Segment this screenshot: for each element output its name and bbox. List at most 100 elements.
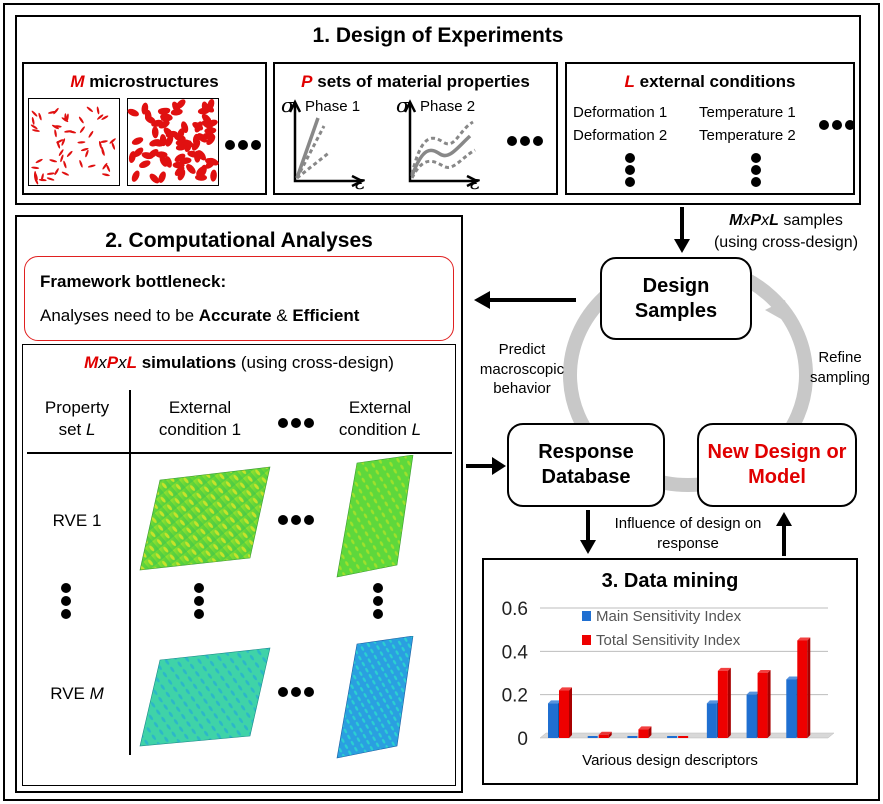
particle	[182, 139, 194, 148]
particle	[151, 126, 159, 139]
bar	[548, 703, 558, 738]
props-letter: P	[301, 72, 313, 91]
particle	[66, 150, 73, 157]
predict-label: Predict macroscopic behavior	[479, 341, 565, 397]
bar-side	[807, 637, 811, 738]
particle	[99, 140, 108, 143]
col1c: L	[85, 420, 96, 440]
micro-more-dots	[224, 138, 264, 156]
rveM-more-dots	[277, 685, 317, 703]
particle	[177, 128, 185, 140]
particle	[210, 169, 217, 182]
legend-swatch	[582, 635, 591, 645]
particle	[196, 150, 206, 161]
bar	[627, 736, 638, 738]
particle	[177, 169, 186, 181]
particle	[160, 114, 173, 122]
rows-vdots-2	[193, 582, 205, 625]
bottleneck-accurate: Accurate	[198, 306, 272, 325]
particle	[61, 117, 69, 123]
bottleneck-amp: &	[271, 306, 293, 325]
particle	[127, 108, 139, 117]
row-rve-1: RVE 1	[52, 511, 102, 530]
col-property-set: Property set L	[27, 397, 127, 441]
particle	[46, 172, 55, 175]
particle	[79, 126, 85, 133]
particle	[60, 154, 64, 163]
bar-top	[797, 637, 811, 641]
particle	[38, 178, 47, 182]
samples-L: L	[769, 212, 779, 229]
bar-top	[746, 691, 760, 695]
particle	[139, 160, 151, 169]
sim-L: L	[126, 353, 137, 372]
particle	[87, 164, 96, 168]
micro-text: microstructures	[84, 72, 219, 91]
arrow-right-to-database	[466, 457, 506, 475]
phase1-epsilon: ε	[355, 170, 366, 194]
bar-side	[608, 731, 612, 738]
deformation-2: Deformation 2	[573, 127, 668, 144]
particle	[157, 107, 170, 115]
rve1-conditionL-image	[336, 455, 414, 578]
arrow-down-to-design-samples	[674, 207, 690, 253]
external-conditions-box	[565, 62, 855, 195]
bar	[667, 736, 678, 738]
particle	[58, 149, 64, 156]
col3a: External	[348, 398, 412, 417]
particle	[201, 113, 212, 124]
temperature-2: Temperature 2	[699, 127, 796, 144]
particle	[128, 151, 136, 163]
particle	[31, 116, 35, 125]
props-text: sets of material properties	[312, 72, 530, 91]
particle	[205, 159, 216, 169]
deformation-1: Deformation 1	[573, 104, 668, 121]
bar-top	[786, 676, 800, 680]
samples-P: P	[750, 212, 762, 229]
y-tick-label: 0.6	[502, 599, 528, 620]
bar-top	[559, 687, 572, 691]
particle	[141, 102, 149, 115]
particle	[131, 137, 144, 145]
particle	[98, 141, 102, 149]
samples-M: M	[729, 212, 743, 229]
bar	[559, 690, 569, 738]
samples-x2: x	[761, 212, 770, 229]
particle	[40, 173, 44, 182]
particle	[206, 134, 216, 146]
bar	[598, 734, 609, 738]
row-rve-M: RVE M	[27, 683, 127, 705]
simulations-title: MxPxL simulations (using cross-design)	[22, 353, 456, 373]
particle	[88, 130, 94, 138]
bar-side	[767, 670, 771, 738]
bottleneck-box	[24, 256, 454, 341]
bar	[587, 736, 598, 738]
particle	[102, 162, 108, 170]
bar	[638, 729, 649, 738]
ca-title: 2. Computational Analyses	[105, 229, 373, 252]
bar-top	[717, 667, 731, 671]
particle	[54, 129, 57, 138]
particle	[194, 121, 203, 133]
bar-side	[727, 667, 731, 738]
particle	[66, 113, 69, 122]
temperature-1: Temperature 1	[699, 104, 796, 121]
particle	[148, 149, 159, 159]
bottleneck-text: Analyses need to be Accurate & Efficient	[40, 306, 359, 326]
col3c: L	[411, 420, 422, 440]
bar-top	[757, 670, 771, 673]
bar-top	[598, 731, 612, 735]
particle	[101, 148, 105, 156]
particle	[35, 158, 43, 164]
ext-more-dots	[818, 118, 858, 136]
arrow-left-to-analyses	[474, 291, 576, 309]
refine-label: Refine sampling	[809, 349, 871, 386]
col1a: Property	[44, 398, 110, 417]
col2b: condition 1	[158, 420, 242, 440]
particle	[85, 149, 89, 158]
particle	[191, 139, 201, 151]
particle	[63, 160, 67, 169]
temperature-vdots	[750, 152, 762, 193]
table-column-line	[129, 390, 131, 755]
rveM-condition1-image	[139, 647, 271, 747]
